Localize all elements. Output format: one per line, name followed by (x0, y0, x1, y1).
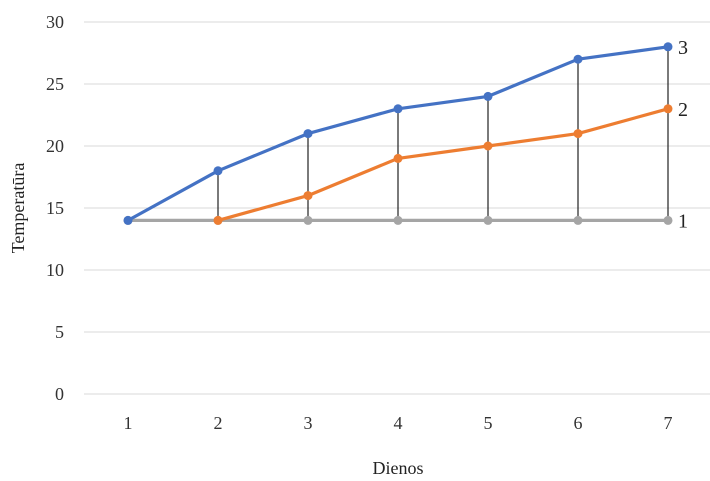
series-1 (123, 215, 673, 225)
data-point (303, 215, 313, 225)
data-point (663, 42, 673, 52)
series-end-label: 3 (678, 37, 688, 59)
x-tick-label: 6 (574, 413, 583, 433)
y-tick-label: 0 (55, 384, 64, 404)
x-tick-label: 5 (484, 413, 493, 433)
data-point (213, 166, 223, 176)
data-point (303, 191, 313, 201)
y-tick-label: 15 (46, 198, 64, 218)
data-point (663, 215, 673, 225)
series-end-label: 2 (678, 99, 688, 121)
y-tick-label: 25 (46, 74, 64, 94)
data-point (213, 215, 223, 225)
y-tick-label: 20 (46, 136, 64, 156)
gridlines (84, 21, 710, 395)
x-tick-label: 3 (304, 413, 313, 433)
series-3 (123, 42, 673, 225)
series-end-label: 1 (678, 210, 688, 232)
data-point (303, 129, 313, 139)
data-point (393, 104, 403, 114)
y-tick-label: 5 (55, 322, 64, 342)
series-lines (123, 42, 673, 225)
data-point (483, 141, 493, 151)
drop-lines (217, 46, 669, 221)
data-point (123, 215, 133, 225)
data-point (483, 91, 493, 101)
y-tick-label: 30 (46, 12, 64, 32)
y-tick-label: 10 (46, 260, 64, 280)
x-tick-label: 2 (214, 413, 223, 433)
x-axis-title: Dienos (373, 458, 424, 478)
x-tick-label: 1 (124, 413, 133, 433)
data-point (573, 54, 583, 64)
series-line (216, 107, 670, 222)
data-point (483, 215, 493, 225)
series-end-labels: 1 2 3 (678, 37, 688, 233)
data-point (573, 215, 583, 225)
x-tick-labels: 1 2 3 4 5 6 7 (124, 413, 673, 433)
series-2 (213, 104, 673, 225)
x-tick-label: 4 (394, 413, 403, 433)
data-point (573, 129, 583, 139)
y-tick-labels: 0 5 10 15 20 25 30 (46, 12, 64, 404)
data-point (393, 153, 403, 163)
data-point (393, 215, 403, 225)
x-tick-label: 7 (664, 413, 673, 433)
y-axis-title: Temperatūra (8, 163, 28, 254)
data-point (663, 104, 673, 114)
